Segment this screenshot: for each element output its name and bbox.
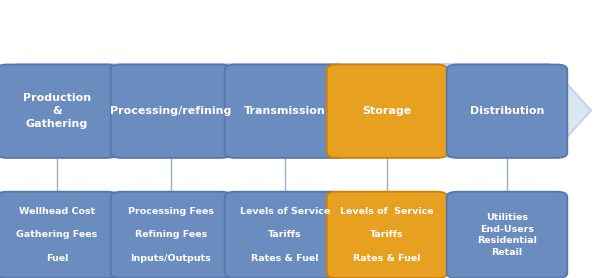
FancyBboxPatch shape: [446, 192, 568, 278]
Text: Utilities
End-Users
Residential
Retail: Utilities End-Users Residential Retail: [477, 213, 537, 257]
Text: Processing Fees

Refining Fees

Inputs/Outputs: Processing Fees Refining Fees Inputs/Out…: [128, 207, 214, 263]
FancyBboxPatch shape: [0, 192, 118, 278]
Text: Wellhead Cost

Gathering Fees

Fuel: Wellhead Cost Gathering Fees Fuel: [16, 207, 98, 263]
Text: Processing/refining: Processing/refining: [110, 106, 232, 116]
FancyBboxPatch shape: [224, 192, 346, 278]
Text: Levels of Service

Tariffs

Rates & Fuel: Levels of Service Tariffs Rates & Fuel: [240, 207, 330, 263]
FancyBboxPatch shape: [224, 64, 346, 158]
FancyBboxPatch shape: [110, 64, 232, 158]
Text: Storage: Storage: [362, 106, 412, 116]
Text: Production
&
Gathering: Production & Gathering: [23, 93, 91, 129]
FancyBboxPatch shape: [110, 192, 232, 278]
FancyBboxPatch shape: [446, 64, 568, 158]
Text: Distribution: Distribution: [470, 106, 544, 116]
FancyBboxPatch shape: [326, 64, 448, 158]
Polygon shape: [18, 64, 591, 157]
Text: Levels of  Service

Tariffs

Rates & Fuel: Levels of Service Tariffs Rates & Fuel: [340, 207, 434, 263]
FancyBboxPatch shape: [0, 64, 118, 158]
Text: Transmission: Transmission: [244, 106, 326, 116]
FancyBboxPatch shape: [326, 192, 448, 278]
